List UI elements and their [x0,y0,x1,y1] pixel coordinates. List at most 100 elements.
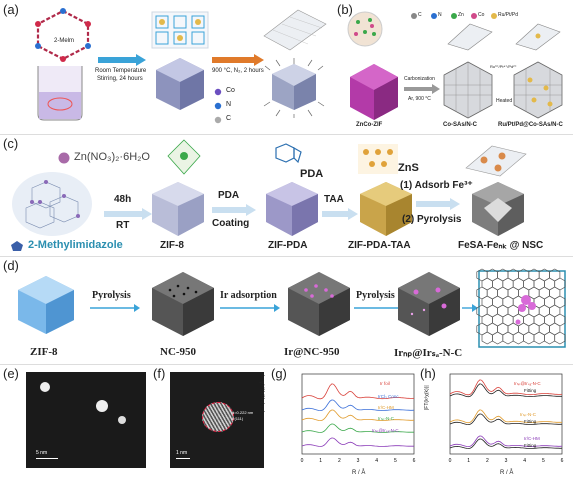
panel-d-arrow-2 [220,304,280,312]
panel-b-legend-c: C [418,12,422,18]
haadf-stem-image-f: d=0.222 nm Ir(111) 1 nm [170,372,264,468]
divider-1 [0,134,573,135]
zif8-polyhedron [152,182,204,236]
panel-b-heated: Heated [496,98,513,104]
panel-c-name-3: ZIF-PDA-TAA [348,240,411,251]
panel-b-label: (b) [337,2,353,17]
panel-h-legend-1-fit: Fitting [524,388,537,393]
panel-b-carbonization: Carbonization [404,76,435,82]
panel-g-ylabel: |FT(k³χ(k))| (Å⁻⁴) [260,374,266,413]
panel-a-linker-label: 2-Melm [54,38,75,44]
panel-g-xlabel: R / Å [352,470,366,476]
panel-b-carbonization-temp: Ar, 900 °C [408,96,431,102]
panel-g-legend-5: Irₙₚ@Irₛₐ-N-C [372,428,399,433]
panel-c-arrow-4 [416,198,460,210]
spectrum-line [449,383,562,398]
divider-2 [0,256,573,257]
panel-c-step1-temp: RT [116,220,130,231]
panel-h-label: (h) [420,366,436,381]
panel-d-name-3: Ir@NC-950 [284,346,340,358]
zinc-salt-icon [58,152,70,164]
spectrum-line [449,435,563,448]
panel-c-name-4: FeSA-Feₙₖ @ NSC [458,240,544,251]
beaker-icon [37,66,83,121]
ir-nc950-polyhedron [288,272,350,336]
panel-a-legend-dots [214,88,222,124]
zns-lattice [358,144,398,174]
carbonized-crystal-graphic [263,58,325,118]
panel-e-label: (e) [3,366,19,381]
ir-np-sa-polyhedron [398,272,460,336]
x-tick-label: 2 [486,458,489,464]
spectrum-line [301,423,414,433]
co-sas-polyhedron [443,61,493,119]
x-tick-label: 5 [394,458,397,464]
panel-f-label: (f) [153,366,166,381]
panel-g-legend-3: Ir/C-HM [378,405,394,410]
imidazole-linker-diagram [35,8,91,62]
panel-d-name-4: Irₙₚ@Irₛₐ-N-C [394,347,463,359]
ru-pt-pd-polyhedron [513,61,563,119]
panel-a-label: (a) [3,2,19,17]
panel-d-step3: Pyrolysis [356,290,395,301]
panel-g-label: (g) [271,366,287,381]
panel-a-condition-1b: Stirring, 24 hours [97,76,143,82]
fesa-hollow-polyhedron [472,182,524,236]
panel-d-arrow-1 [90,304,140,312]
scale-bar [36,458,58,459]
spectrum-line [301,437,414,447]
panel-h-legend-3: Ir/C-HM [524,436,540,441]
panel-c-arrow-1 [104,208,152,220]
x-tick-label: 1 [467,458,470,464]
panel-f-dspacing: d=0.222 nm [232,410,254,415]
panel-a-condition-1a: Room Temperature [95,68,147,74]
spectrum-line [301,399,415,412]
panel-a-legend-c: C [226,115,232,122]
panel-c-linker: 2-Methylimidazole [28,239,123,251]
x-tick-label: 6 [561,458,564,464]
hexagon-cell [554,331,566,345]
panel-h-legend-2-fit: Fitting [524,419,537,424]
panel-b-name-2: Co-SAs/N-C [443,122,477,128]
znco-zif-polyhedron [350,64,398,120]
x-tick-label: 4 [523,458,526,464]
panel-b-arrow-1 [404,84,440,94]
panel-h-legend-1: Irₙₚ@Irₛₐ-N-C [514,381,541,386]
spectrum-line [449,379,563,396]
bright-atom [40,382,50,392]
zif-framework-lattice [151,11,209,49]
zif-pda-taa-polyhedron [360,182,412,236]
pda-molecule [275,143,302,164]
panel-c-pda-label: PDA [300,168,324,180]
bright-atom [96,400,108,412]
znco-zif-particle [347,11,383,47]
x-tick-label: 3 [505,458,508,464]
panel-h-ylabel: |FT(k³χ(k))| [424,385,430,410]
graphene-sheet-b2 [515,23,561,51]
panel-a-legend-co: Co [226,87,235,94]
spectrum-line [301,383,415,400]
zif-crystal-shape [156,58,204,110]
panel-d-arrow-4 [462,304,478,312]
panel-c-name-1: ZIF-8 [160,240,184,251]
spectrum-line [449,438,563,449]
panel-a-arrow-1 [98,54,146,66]
x-tick-label: 1 [319,458,322,464]
x-tick-label: 5 [542,458,545,464]
panel-b-legend-zn: Zn [458,12,464,18]
panel-d-step1: Pyrolysis [92,290,131,301]
panel-a-condition-2: 900 °C, N₂, 2 hours [212,68,264,74]
panel-c-step4a: (1) Adsorb Fe³⁺ [400,180,473,191]
panel-d-zif8-crystal [18,276,74,334]
scale-bar [176,458,190,459]
spectrum-line [301,409,415,422]
panel-c-zns-label: ZnS [398,162,419,174]
panel-g-legend-1: Ir foil [380,381,390,386]
panel-h-legend-2: Irₙₚ-N-C [520,412,536,417]
panel-c-step4b: (2) Pyrolysis [402,214,462,225]
panel-b-name-1: ZnCo-ZIF [356,122,383,128]
exafs-chart-h: 0 1 2 3 4 5 6 [449,373,564,464]
panel-c-arrow-3 [322,208,358,220]
x-tick-label: 0 [301,458,304,464]
methylimidazole-icon [11,241,23,251]
